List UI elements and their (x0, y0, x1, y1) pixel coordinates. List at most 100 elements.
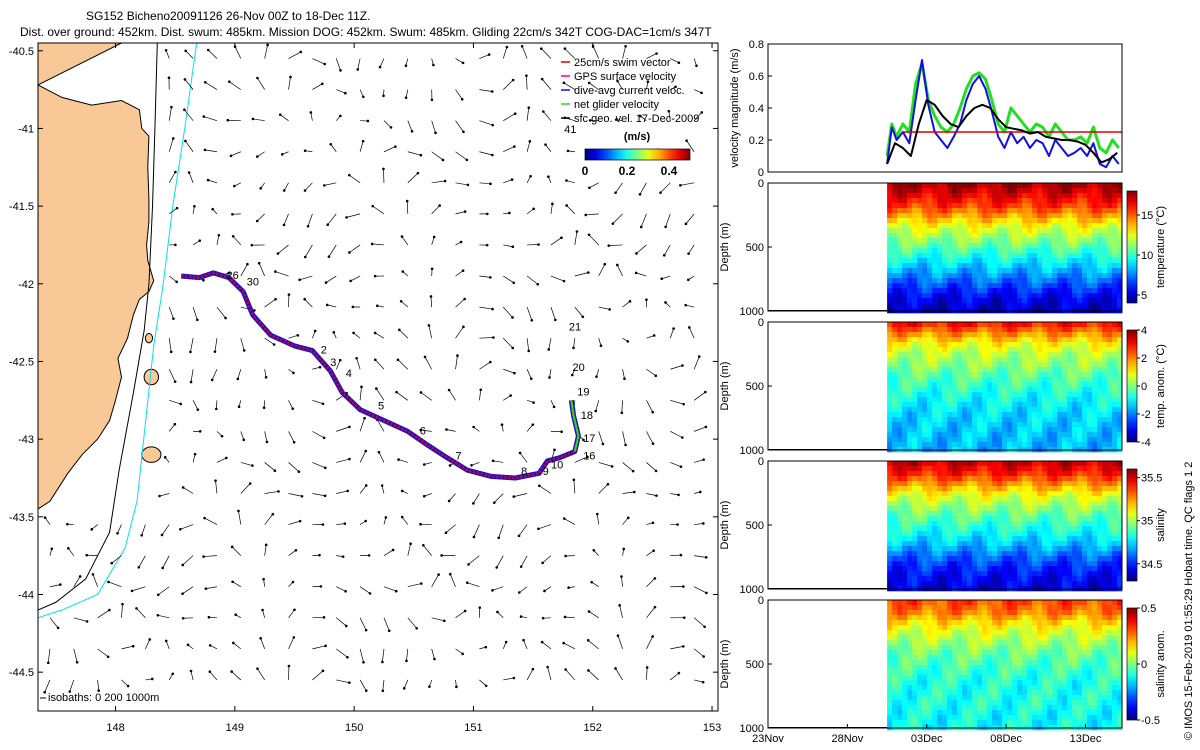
temp_anom-y-tick-label: 1000 (740, 445, 764, 457)
track-day-label-16: 16 (583, 450, 595, 462)
temp_anom-y-label: Depth (m) (719, 362, 731, 411)
velocity-y-tick-label: 0.2 (749, 135, 764, 147)
track-day-label-41: 41 (564, 124, 576, 136)
temp_anom-colorbar-tick: -2 (1141, 409, 1151, 421)
salinity-colorbar-tick: 35 (1141, 516, 1153, 528)
map-y-tick-label: -43 (18, 434, 34, 446)
map-y-tick-label: -42.5 (9, 356, 34, 368)
track-day-label-2: 2 (321, 345, 327, 357)
salinity-colorbar-tick: 35.5 (1141, 473, 1162, 485)
velocity-y-tick-label: 0.6 (749, 71, 764, 83)
glider-track-green (570, 400, 580, 452)
isobath-note: isobaths: 0 200 1000m (48, 692, 159, 704)
section-panels: 0 500 1000 Depth (m) 5 10 15 temperature (°C) 0 5… (719, 178, 1167, 745)
velocity-series-0 (885, 61, 1120, 157)
track-day-label-26: 26 (226, 270, 238, 282)
temp_anom-colorbar-label: temp. anom. (°C) (1155, 344, 1167, 428)
island-1 (141, 446, 162, 463)
footer-credit: © IMOS 15-Feb-2019 01:55:29 Hobart time.… (1183, 462, 1195, 740)
legend-colorbar (584, 148, 691, 161)
temperature-y-tick-label: 500 (746, 242, 764, 254)
temperature-colorbar-tick: 15 (1141, 210, 1153, 222)
sal_anom-colorbar-tick: 0.5 (1141, 603, 1156, 615)
map-y-tick-label: -42 (18, 279, 34, 291)
velocity-y-tick-label: 0.4 (749, 103, 764, 115)
track-day-label-30: 30 (247, 276, 259, 288)
figure-title-line2: Dist. over ground: 452km. Dist. swum: 48… (20, 25, 712, 39)
salinity-y-label: Depth (m) (719, 501, 731, 550)
temperature-colorbar (1126, 190, 1138, 304)
sal_anom-colorbar (1126, 607, 1138, 721)
track-day-label-5: 5 (378, 401, 384, 413)
sal_anom-colorbar-tick: 0 (1141, 659, 1147, 671)
temp_anom-colorbar-tick: 4 (1141, 325, 1147, 337)
track-day-label-20: 20 (572, 362, 584, 374)
isobath-1000m (38, 43, 198, 619)
figure-title-line1: SG152 Bicheno20091126 26-Nov 00Z to 18-D… (86, 9, 371, 23)
track-day-label-18: 18 (581, 410, 593, 422)
temperature-panel: 0 500 1000 Depth (m) 5 10 15 temperature (°C) (719, 178, 1167, 318)
temp_anom-colorbar-tick: 0 (1141, 381, 1147, 393)
temperature-y-tick-label: 0 (758, 178, 764, 190)
legend-colorbar-label: (m/s) (624, 131, 651, 143)
track-day-label-7: 7 (456, 450, 462, 462)
temp_anom-colorbar (1126, 329, 1138, 443)
track-day-label-17: 17 (583, 433, 595, 445)
map-y-tick-label: -44 (18, 589, 34, 601)
map-y-tick-label: -41.5 (9, 201, 34, 213)
map-plot-area: 26 30 234 5 6 7 8 910 16 17 18 19 20 21 41 (38, 43, 708, 694)
temp_anom-y-tick-label: 500 (746, 381, 764, 393)
temperature-y-label: Depth (m) (719, 223, 731, 272)
temp_anom-colorbar-tick: -4 (1141, 437, 1151, 449)
salinity-y-tick-label: 1000 (740, 584, 764, 596)
map-x-tick-label: 148 (106, 722, 124, 734)
velocity-y-label: velocity magnitude (m/s) (729, 48, 741, 167)
salinity-y-tick-label: 500 (746, 520, 764, 532)
track-day-label-9: 9 (543, 466, 549, 478)
map-x-tick-label: 150 (345, 722, 363, 734)
temp_anom-panel: 0 500 1000 Depth (m) -4 -2 0 2 4 temp. anom. (°C) (719, 317, 1167, 457)
time-axis-label: 08Dec (990, 733, 1022, 745)
sal_anom-y-tick-label: 1000 (740, 723, 764, 735)
temperature-y-tick-label: 1000 (740, 306, 764, 318)
sal_anom-y-tick-label: 500 (746, 659, 764, 671)
legend-colorbar-tick: 0 (582, 164, 589, 178)
map-y-tick-label: -43.5 (9, 512, 34, 524)
map-x-tick-label: 151 (464, 722, 482, 734)
legend-entry: sfc geo. vel. 17-Dec-2009 (574, 113, 699, 125)
salinity-y-tick-label: 0 (758, 456, 764, 468)
track-day-label-19: 19 (577, 387, 589, 399)
sal_anom-y-tick-label: 0 (758, 595, 764, 607)
track-day-label-8: 8 (521, 466, 527, 478)
time-axis-label: 03Dec (911, 733, 943, 745)
time-axis-label: 23Nov (752, 733, 784, 745)
temperature-colorbar-label: temperature (°C) (1155, 206, 1167, 288)
map-y-tick-label: -44.5 (9, 667, 34, 679)
glider-track-red (181, 271, 580, 480)
sal_anom-y-label: Depth (m) (719, 640, 731, 689)
isobath-200m (38, 43, 158, 611)
glider-track-blue (180, 270, 581, 481)
track-day-label-21: 21 (569, 321, 581, 333)
velocity-axes-frame (767, 43, 1123, 173)
temp_anom-colorbar-tick: 2 (1141, 353, 1147, 365)
legend-colorbar-tick: 0.4 (661, 164, 678, 178)
map-axes-frame (37, 42, 719, 712)
track-day-label-10: 10 (551, 460, 563, 472)
salinity-colorbar (1126, 468, 1138, 582)
velocity-plot-area (885, 59, 1122, 169)
legend-colorbar-tick: 0.2 (619, 164, 636, 178)
map-x-tick-label: 153 (703, 722, 721, 734)
temperature-colorbar-tick: 10 (1141, 250, 1153, 262)
sal_anom-heatmap (887, 600, 1123, 731)
land-tasmania (38, 43, 155, 510)
map-x-tick-label: 152 (584, 722, 602, 734)
sal_anom-colorbar-label: salinity anom. (1155, 630, 1167, 697)
time-axis-label: 28Nov (831, 733, 863, 745)
temperature-colorbar-tick: 5 (1141, 290, 1147, 302)
salinity-colorbar-label: salinity (1155, 508, 1167, 542)
temp_anom-y-tick-label: 0 (758, 317, 764, 329)
velocity-y-tick-label: 0 (758, 167, 764, 179)
sal_anom-panel: 0 500 1000 Depth (m) -0.5 0 0.5 salinity anom. (719, 595, 1167, 735)
